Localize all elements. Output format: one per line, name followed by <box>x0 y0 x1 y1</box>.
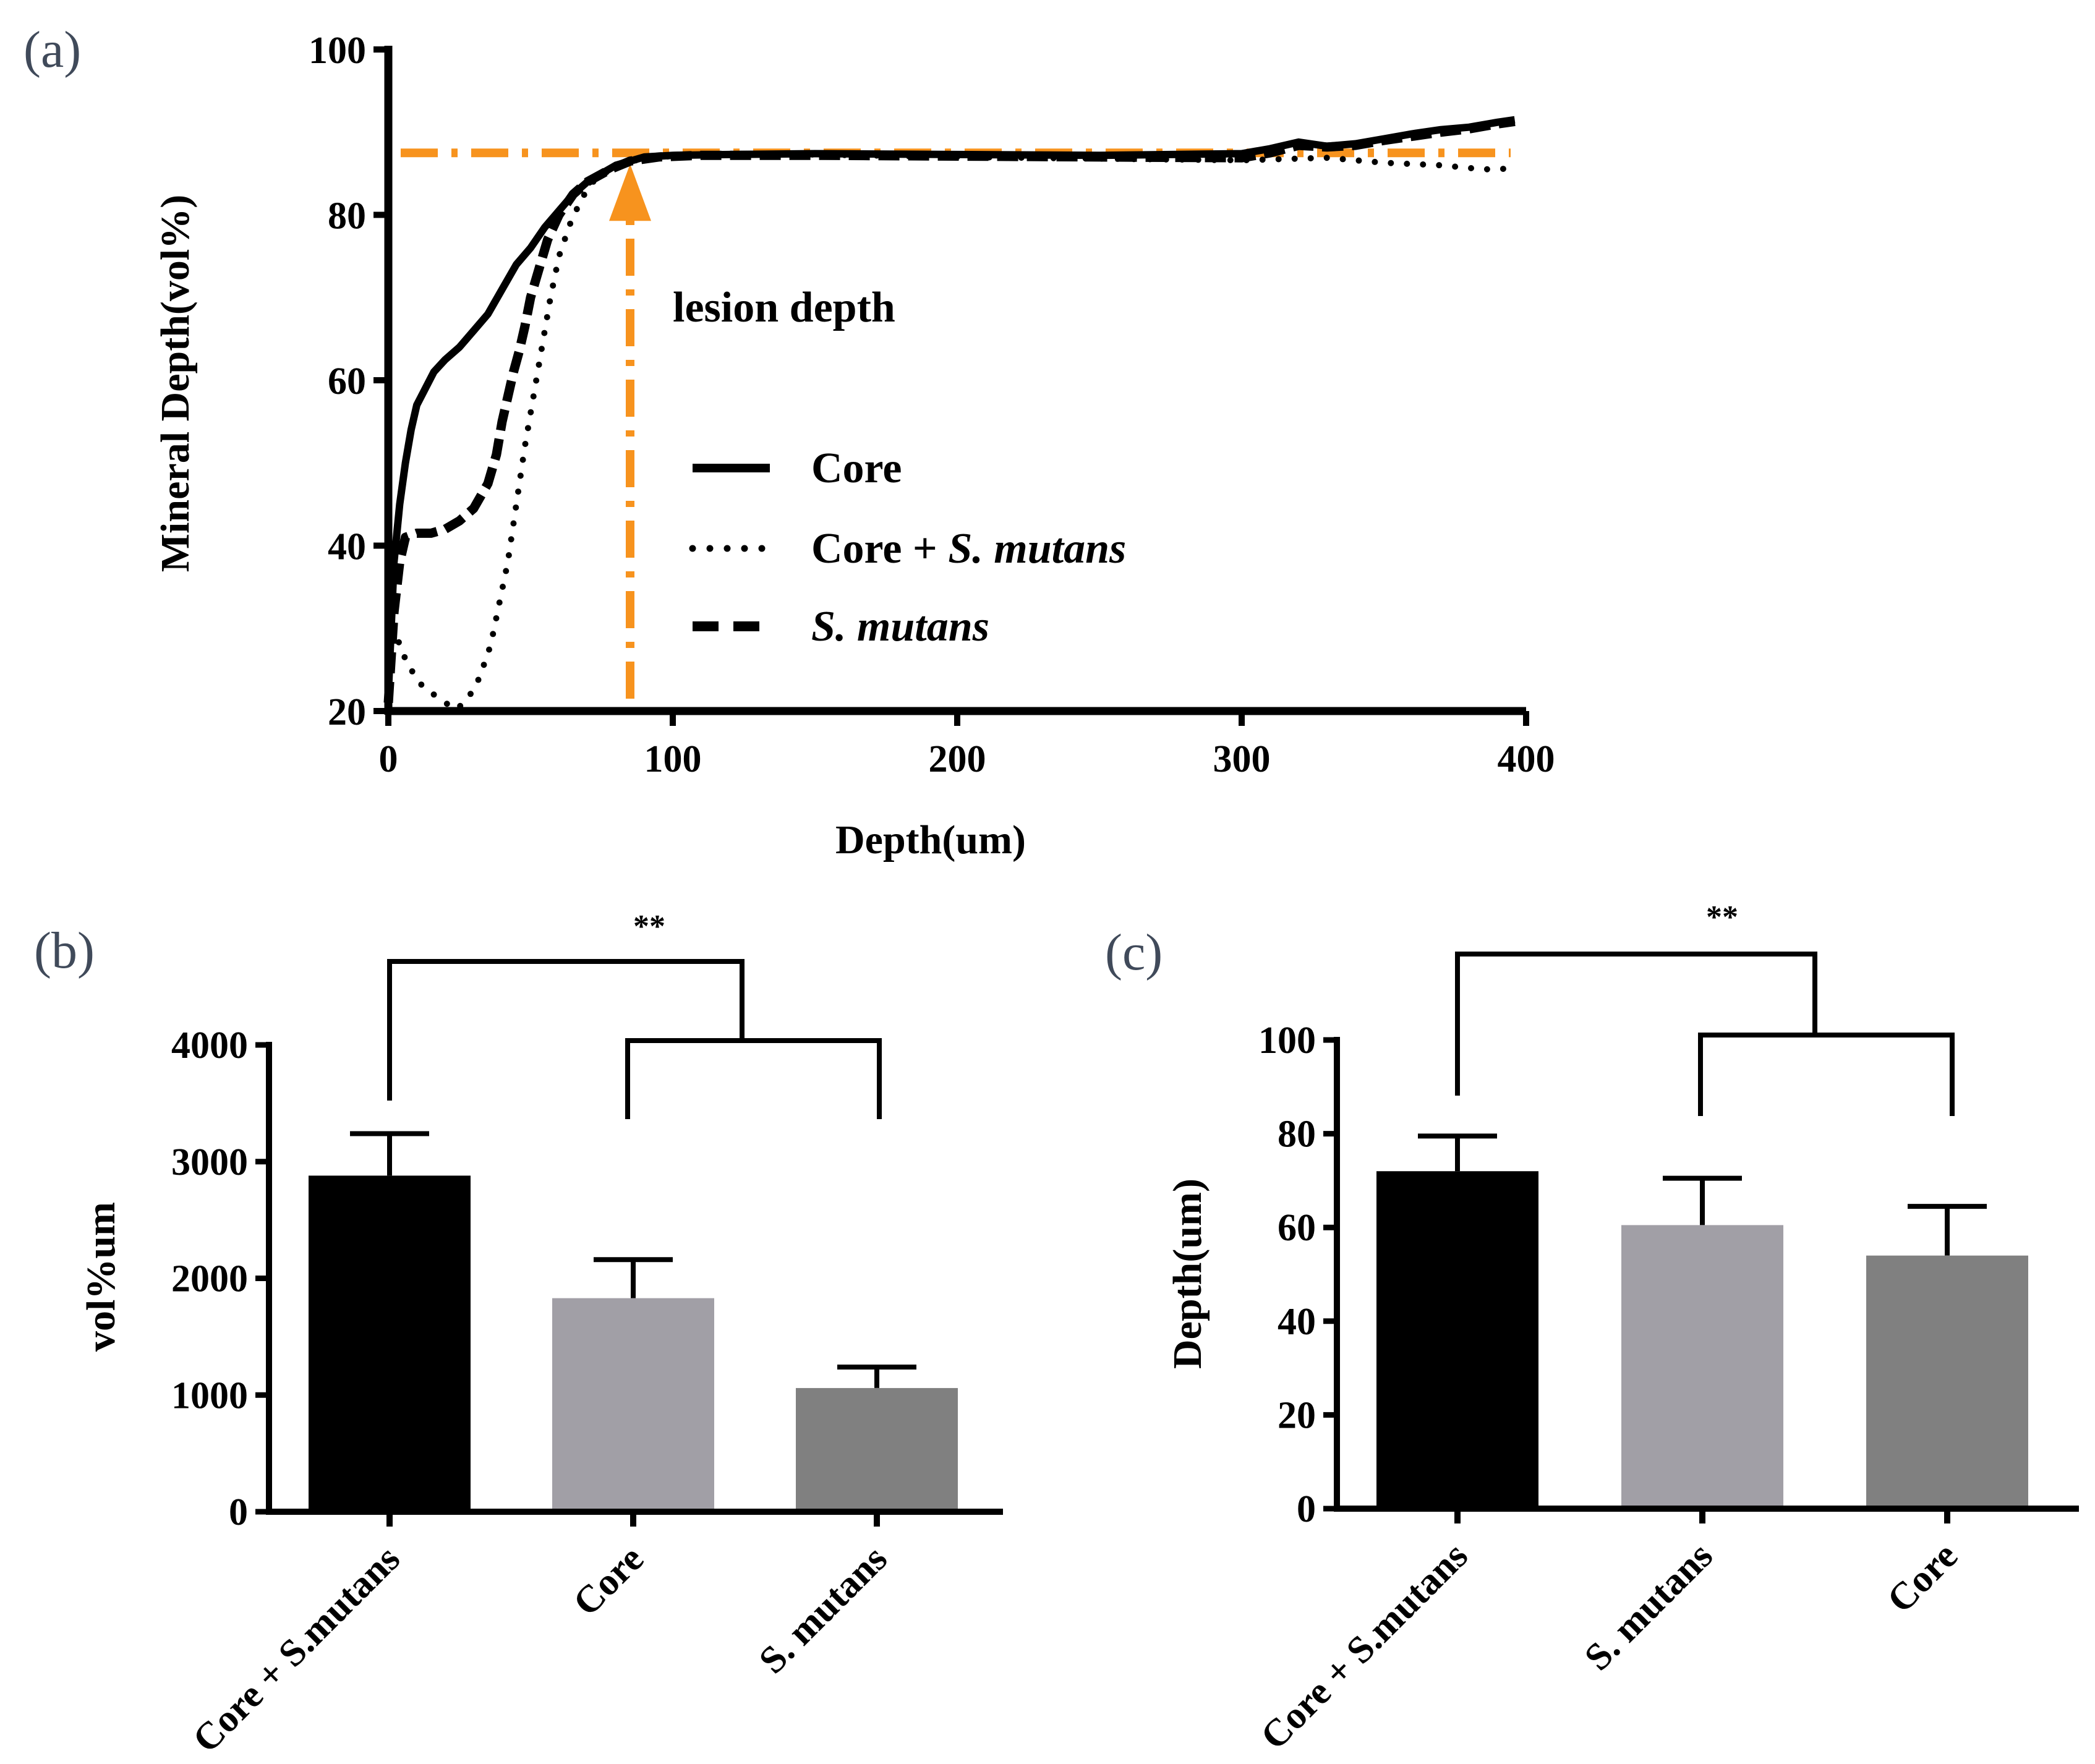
y-tick-label-b: 1000 <box>171 1374 248 1417</box>
legend-label-core: Core <box>811 445 902 492</box>
bracket-inner-b <box>625 1038 882 1119</box>
legend-a: Core Core + S. mutans S. mutans <box>689 445 1126 650</box>
y-tick-label-c: 0 <box>1297 1488 1316 1530</box>
significance-label-c: ** <box>1706 900 1738 935</box>
x-tick-label-a: 300 <box>1213 738 1271 780</box>
x-tick-label-core: Core <box>1879 1535 1966 1621</box>
bar-chart-c: Core + S.mutans S. mutans Core 0 20 40 60 80 100… <box>1165 900 2079 1758</box>
y-tick-label-c: 60 <box>1278 1207 1316 1249</box>
bar-core <box>1866 1255 2028 1509</box>
x-tick-label-core-s-mutans: Core + S.mutans <box>185 1538 408 1761</box>
significance-label-b: ** <box>633 909 665 944</box>
x-axis-title-a: Depth(um) <box>835 817 1026 863</box>
y-axis-title-b: vol%um <box>79 1202 124 1352</box>
y-tick-label-c: 80 <box>1278 1114 1316 1156</box>
bars-c <box>1376 1133 2028 1509</box>
y-tick-label-b: 0 <box>229 1491 248 1533</box>
y-tick-label-a: 80 <box>328 195 366 237</box>
lesion-depth-arrowhead <box>609 164 651 221</box>
series-line-s-mutans <box>383 116 1516 704</box>
axes-a: 0 100 200 300 400 20 40 60 80 100 <box>309 30 1555 780</box>
y-tick-label-a: 60 <box>328 360 366 403</box>
y-tick-label-b: 4000 <box>171 1025 248 1067</box>
x-tick-label-s-mutans: S. mutans <box>1577 1535 1721 1679</box>
bar-core <box>552 1298 714 1512</box>
legend-label-s-mutans: S. mutans <box>811 603 989 650</box>
legend-label-core-s-mutans: Core + S. mutans <box>811 525 1126 573</box>
x-tick-label-a: 400 <box>1498 738 1555 780</box>
panel-label-b: (b) <box>34 922 95 979</box>
series-group-a <box>383 116 1518 713</box>
y-tick-label-c: 40 <box>1278 1301 1316 1343</box>
y-tick-label-b: 2000 <box>171 1258 248 1300</box>
reference-lines <box>401 148 1511 699</box>
x-tick-label-a: 0 <box>379 738 398 780</box>
significance-bracket-b <box>387 959 882 1119</box>
bars-b <box>309 1131 958 1512</box>
bar-chart-b: Core + S.mutans Core S. mutans 0 1000 2000 300… <box>79 909 1003 1761</box>
bar-core-s-mutans <box>1376 1171 1538 1509</box>
x-tick-label-core: Core <box>565 1538 652 1624</box>
y-tick-label-a: 100 <box>309 30 366 72</box>
y-tick-label-a: 20 <box>328 691 366 733</box>
y-tick-label-c: 20 <box>1278 1394 1316 1436</box>
x-tick-label-a: 200 <box>929 738 986 780</box>
y-axis-title-a: Mineral Depth(vol%) <box>153 195 198 572</box>
bracket-inner-c <box>1698 1033 1955 1116</box>
y-tick-label-b: 3000 <box>171 1141 248 1183</box>
bar-core-s-mutans <box>309 1175 471 1512</box>
x-tick-label-a: 100 <box>644 738 702 780</box>
panel-label-c: (c) <box>1105 924 1163 981</box>
bar-s-mutans <box>1621 1225 1783 1509</box>
x-tick-label-s-mutans: S. mutans <box>751 1538 895 1682</box>
y-tick-label-c: 100 <box>1258 1020 1316 1062</box>
panel-label-a: (a) <box>23 21 81 79</box>
line-chart-a: 0 100 200 300 400 20 40 60 80 100 lesion depth Co… <box>153 30 1555 863</box>
y-tick-label-a: 40 <box>328 526 366 568</box>
lesion-depth-annotation: lesion depth <box>673 284 895 331</box>
x-tick-label-core-s-mutans: Core + S.mutans <box>1253 1535 1476 1758</box>
bracket-outer-c <box>1455 952 1817 1096</box>
bar-s-mutans <box>796 1387 958 1512</box>
y-axis-title-c: Depth(um) <box>1165 1178 1210 1369</box>
significance-bracket-c <box>1455 952 1955 1116</box>
bracket-outer-b <box>387 959 745 1101</box>
